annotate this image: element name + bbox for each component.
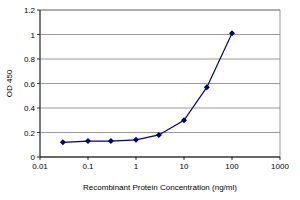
x-tick-label: 0.1 — [82, 162, 94, 171]
y-tick-label: 1 — [31, 31, 36, 40]
y-tick — [37, 132, 40, 133]
y-tick — [37, 108, 40, 109]
grid-line — [40, 157, 280, 158]
y-tick — [37, 157, 40, 158]
grid-line — [40, 108, 280, 109]
marker — [229, 30, 235, 36]
y-tick-label: 0.4 — [24, 104, 36, 113]
y-axis — [40, 10, 41, 157]
marker — [108, 138, 114, 144]
x-tick — [184, 157, 185, 160]
marker — [156, 132, 162, 138]
marker — [133, 137, 139, 143]
grid-line — [40, 83, 280, 84]
plot-frame — [40, 10, 280, 157]
grid-line — [40, 59, 280, 60]
x-tick — [232, 157, 233, 160]
y-tick-label: 0.6 — [24, 80, 36, 89]
x-axis-label: Recombinant Protein Concentration (ng/ml… — [83, 183, 237, 192]
y-axis-label: OD 450 — [5, 69, 14, 97]
x-tick-label: 1 — [134, 162, 139, 171]
y-tick-label: 1.2 — [24, 6, 36, 15]
y-tick-label: 0.8 — [24, 55, 36, 64]
marker — [60, 139, 66, 145]
y-tick-label: 0 — [31, 153, 36, 162]
series — [60, 30, 235, 145]
y-tick — [37, 34, 40, 35]
x-tick-label: 100 — [225, 162, 239, 171]
grid-line — [40, 34, 280, 35]
x-tick-label: 0.01 — [32, 162, 48, 171]
y-tick — [37, 59, 40, 60]
x-tick-label: 10 — [180, 162, 189, 171]
marker — [181, 117, 187, 123]
y-tick — [37, 10, 40, 11]
marker — [204, 84, 210, 90]
x-tick — [40, 157, 41, 160]
line — [63, 33, 232, 142]
x-tick — [88, 157, 89, 160]
y-tick-label: 0.2 — [24, 129, 36, 138]
x-tick — [280, 157, 281, 160]
x-axis — [40, 157, 280, 158]
y-tick — [37, 83, 40, 84]
x-tick-label: 1000 — [271, 162, 289, 171]
x-tick — [136, 157, 137, 160]
marker — [85, 138, 91, 144]
chart: 0 0.2 0.4 0.6 0.8 1 1.2 0.01 0.1 1 10 100 1000 Recomb… — [0, 0, 300, 200]
grid-line — [40, 132, 280, 133]
